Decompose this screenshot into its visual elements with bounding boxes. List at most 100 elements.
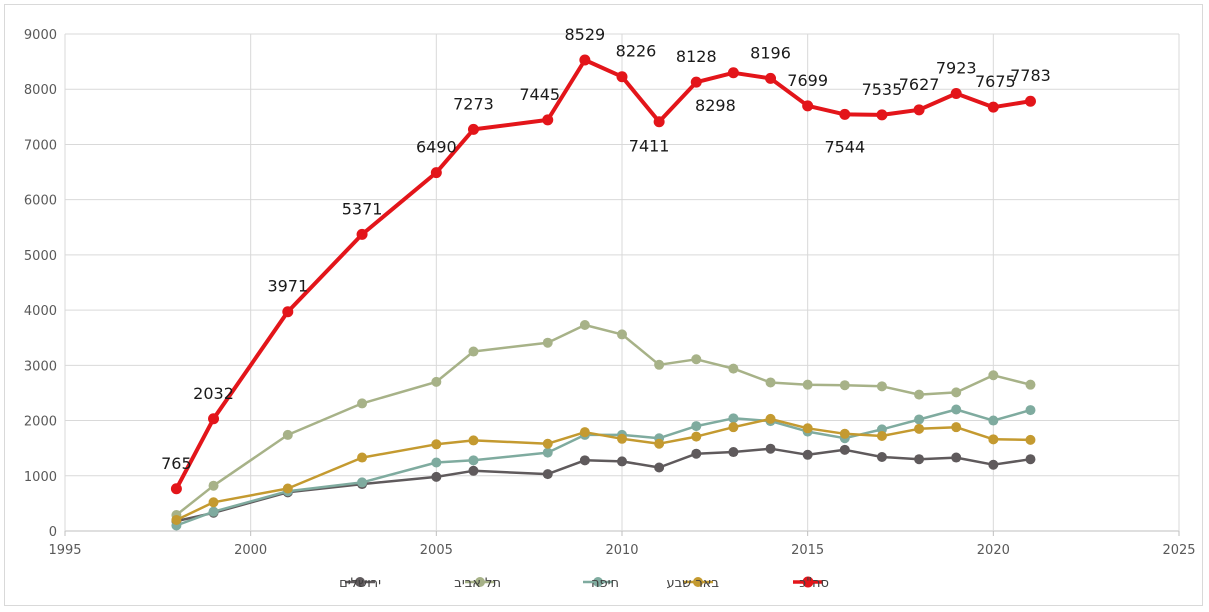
series-4-point-2011 (653, 116, 665, 128)
series-3-point-2003 (357, 452, 368, 463)
series-4-point-2020 (987, 101, 999, 113)
series-1-point-2020 (988, 370, 999, 381)
legend-item-2: חיפה (583, 576, 619, 591)
legend-label-0: ירושלים (339, 576, 381, 591)
data-label-2021: 7783 (1010, 66, 1051, 85)
series-1-point-2013 (728, 363, 739, 374)
data-label-2006: 7273 (453, 94, 494, 113)
series-4-point-2019 (950, 87, 962, 99)
x-tick-label-2000: 2000 (234, 543, 267, 558)
series-1-point-2010 (617, 329, 627, 340)
chart-frame: 0 1000 2000 3000 4000 5000 6000 7000 8000 9000 199… (4, 4, 1203, 606)
series-0-point-2018 (914, 454, 925, 465)
series-4-point-2008 (542, 114, 554, 126)
series-1-point-2015 (802, 379, 813, 390)
x-tick-label-2025: 2025 (1162, 543, 1195, 558)
series-4-point-2021 (1024, 95, 1036, 107)
series-3-point-2016 (839, 428, 850, 439)
series-3-point-2006 (468, 435, 479, 446)
series-4-point-2018 (913, 104, 925, 116)
x-tick-label-2005: 2005 (420, 543, 453, 558)
series-4-point-1999 (208, 413, 220, 425)
data-label-2008: 7445 (519, 85, 560, 104)
y-tick-label-0: 0 (49, 525, 57, 540)
series-2-point-1999 (208, 506, 219, 517)
series-3-point-1999 (208, 497, 219, 508)
y-tick-label-5000: 5000 (24, 249, 57, 264)
series-1-point-2001 (282, 429, 293, 440)
legend-marker-4 (802, 576, 814, 588)
axes: 0 1000 2000 3000 4000 5000 6000 7000 8000 9000 199… (24, 28, 1196, 558)
series-2-point-2005 (431, 457, 442, 468)
series-0-point-2021 (1025, 454, 1036, 465)
series-4-point-2006 (467, 123, 479, 135)
y-tick-label-8000: 8000 (24, 83, 57, 98)
data-label-2016: 7544 (824, 137, 865, 156)
series-0-point-2015 (802, 449, 813, 460)
data-label-2017: 7535 (862, 80, 903, 99)
series-2-point-2006 (468, 455, 479, 466)
data-label-2019: 7923 (936, 58, 977, 77)
series-4-point-2015 (802, 100, 814, 112)
series-2-point-2020 (988, 415, 999, 426)
series-3-point-2021 (1025, 434, 1036, 445)
series-3-point-2015 (802, 423, 813, 434)
series-3-point-2005 (431, 439, 442, 450)
legend-item-1: תל אביב (454, 576, 501, 591)
series-2-point-2013 (728, 413, 739, 424)
series-1-point-2021 (1025, 379, 1036, 390)
series-4-point-2005 (430, 167, 442, 179)
series-0-point-2009 (579, 455, 590, 466)
series-1-point-2014 (765, 377, 776, 388)
series-1-point-2003 (357, 398, 368, 409)
series-2-point-2019 (951, 404, 962, 415)
x-tick-label-1995: 1995 (48, 543, 81, 558)
data-label-2013: 8298 (695, 96, 736, 115)
data-label-1999: 2032 (193, 384, 234, 403)
series-3-point-2001 (282, 483, 293, 494)
series-1-point-2018 (914, 389, 925, 400)
legend-label-1: תל אביב (454, 576, 501, 591)
series-3-point-2013 (728, 422, 739, 433)
series-1-point-1999 (208, 480, 219, 491)
series-3-point-2010 (617, 433, 627, 444)
series-line-3 (175, 417, 1031, 522)
series-3-point-2008 (542, 438, 553, 449)
series-4-point-2013 (727, 67, 739, 79)
x-tick-label-2020: 2020 (977, 543, 1010, 558)
series-3-point-2018 (914, 423, 925, 434)
line-chart: 0 1000 2000 3000 4000 5000 6000 7000 8000 9000 199… (24, 25, 1196, 591)
series-0-point-2011 (654, 462, 665, 473)
y-tick-label-6000: 6000 (24, 194, 57, 209)
series-0-point-2010 (617, 456, 627, 467)
series-2-point-2008 (542, 447, 553, 458)
data-label-2003: 5371 (342, 199, 383, 218)
x-tick-label-2015: 2015 (791, 543, 824, 558)
series-4-point-2010 (616, 71, 628, 83)
legend-item-4: סה"כ (793, 576, 829, 591)
series-1-point-2012 (691, 354, 702, 365)
series-layer (170, 54, 1036, 531)
series-line-0 (176, 447, 1031, 523)
series-0-point-2013 (728, 447, 739, 458)
legend-label-2: חיפה (591, 576, 619, 591)
x-tick-label-2010: 2010 (605, 543, 638, 558)
series-0-point-2008 (542, 469, 553, 480)
series-1-point-2005 (431, 376, 442, 387)
data-label-2010: 8226 (616, 42, 657, 61)
series-3-point-2019 (951, 422, 962, 433)
series-3-point-2009 (579, 427, 590, 438)
data-label-2020: 7675 (975, 72, 1016, 91)
y-tick-label-3000: 3000 (24, 359, 57, 374)
legend-item-3: באר שבע (666, 576, 719, 591)
series-1-point-2009 (579, 320, 590, 331)
data-label-2001: 3971 (267, 277, 308, 296)
series-line-1 (175, 323, 1031, 516)
data-label-2014: 8196 (750, 43, 791, 62)
series-3-point-2020 (988, 434, 999, 445)
series-0-point-2012 (691, 448, 702, 459)
series-2-point-2003 (357, 477, 368, 488)
grid (64, 33, 1180, 532)
series-1-point-2006 (468, 346, 479, 357)
legend-marker-1 (475, 577, 485, 587)
